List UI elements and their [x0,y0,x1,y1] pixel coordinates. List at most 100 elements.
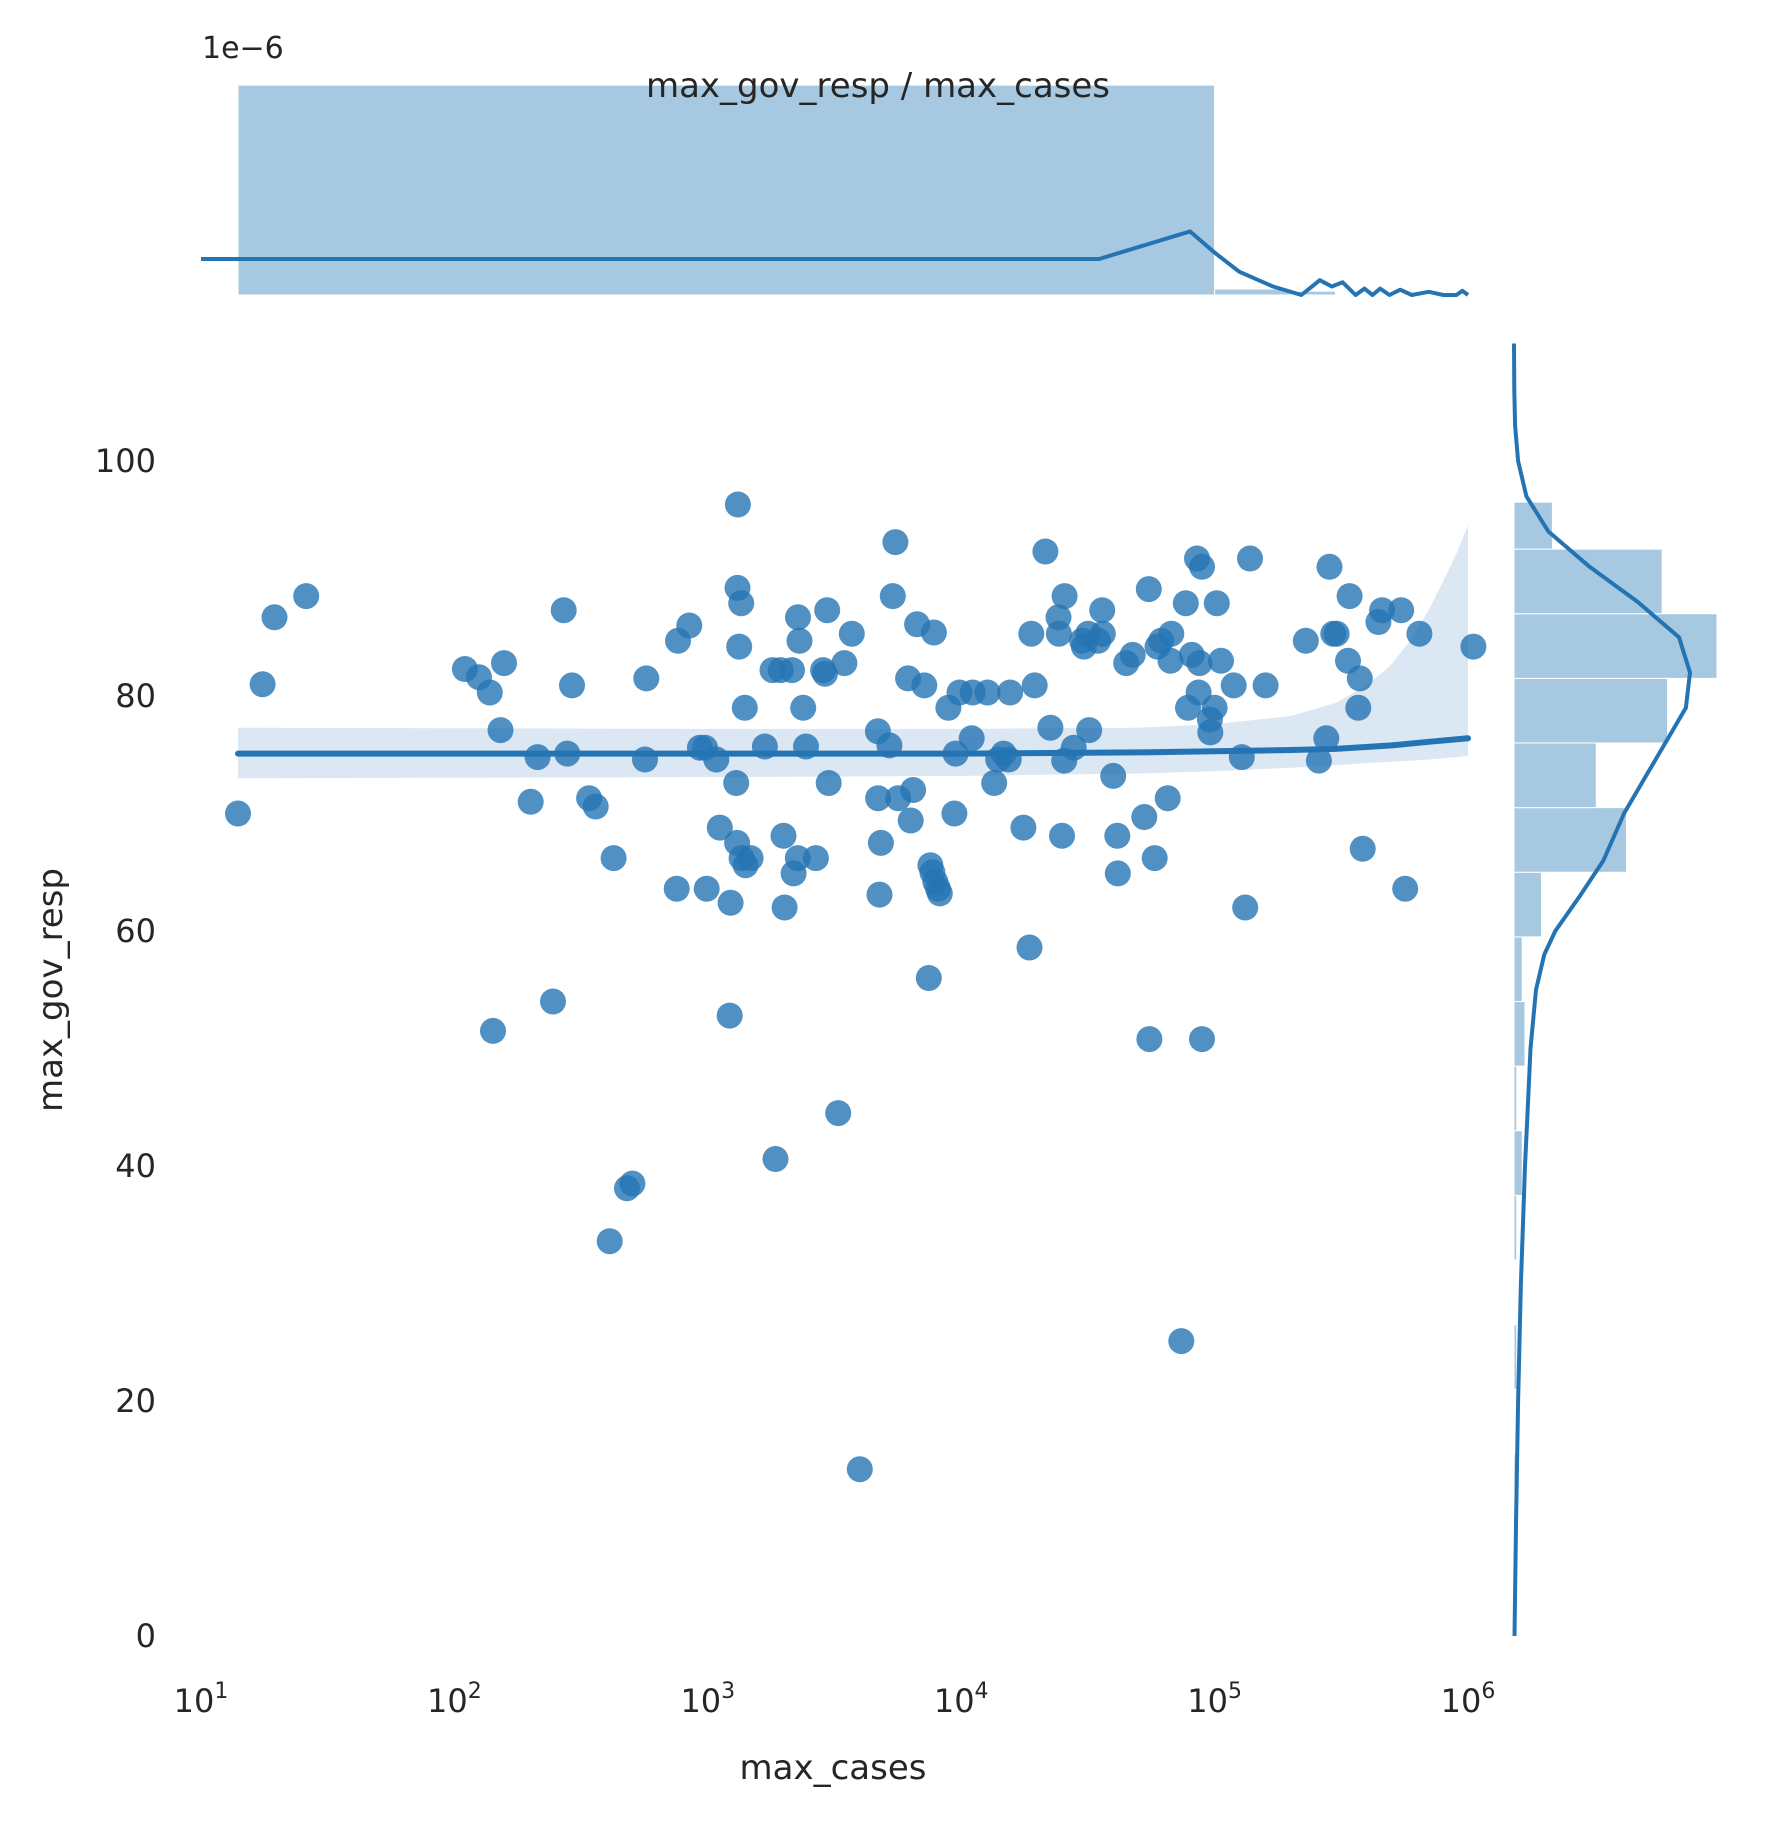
scatter-point [550,597,577,624]
scatter-point [717,889,744,916]
scatter-point [1232,894,1259,921]
scatter-point [1203,590,1230,617]
scatter-point [582,793,609,820]
scatter-point [1345,694,1372,721]
scatter-point [867,829,894,856]
scatter-point [1037,714,1064,741]
scatter-point [790,694,817,721]
marginal-y-panel [1512,343,1718,1637]
scatter-point [703,746,730,773]
scatter-point [1292,627,1319,654]
x-tick-label: 102 [427,1679,482,1720]
x-axis-label: max_cases [740,1748,927,1788]
scatter-point [596,1228,623,1255]
scatter-point [1141,845,1168,872]
scatter-point [293,583,320,610]
scatter-point [911,672,938,699]
scatter-point [1201,694,1228,721]
scatter-point [915,965,942,991]
y-tick-label: 20 [115,1382,156,1420]
scatter-point [1237,545,1263,572]
scatter-point [476,679,503,706]
scatter-point [1021,672,1048,699]
scatter-point [487,717,514,744]
x-axis-ticks: 101 102 103 104 105 106 [174,1679,1496,1720]
scatter-point [1406,620,1433,647]
scatter-point [941,800,968,827]
scatter-point [1049,822,1075,849]
scatter-point [663,875,690,902]
scatter-point [958,725,985,752]
scatter-point [1313,725,1340,752]
scatter-point [1158,620,1185,647]
x-tick-label: 103 [680,1679,735,1720]
x-tick-label: 104 [934,1679,989,1720]
scatter-point [997,679,1024,706]
scatter-points [225,491,1487,1483]
scatter-point [1135,576,1162,603]
scatter-point [831,650,858,677]
scatter-point [1018,620,1045,647]
marginal-x-scale-label: 1e−6 [202,31,284,66]
scatter-point [786,627,813,654]
scatter-point [812,660,838,687]
scatter-point [225,800,251,827]
scatter-point [632,746,658,773]
marginal-y-bar [1513,871,1542,938]
marginal-y-bar [1513,936,1523,1002]
marginal-y-bar [1513,1001,1526,1067]
x-tick-label: 105 [1187,1679,1242,1720]
x-tick-label: 106 [1441,1679,1496,1720]
scatter-point [1104,860,1131,887]
regression-line-path [235,735,1471,757]
scatter-point [1100,762,1127,789]
scatter-point [814,597,841,624]
scatter-point [1392,875,1419,902]
scatter-point [676,612,703,639]
scatter-point [770,822,797,849]
scatter-point [771,894,798,921]
scatter-point [825,1100,852,1127]
scatter-point [815,770,842,796]
scatter-point [1010,814,1037,841]
scatter-point [619,1170,646,1197]
scatter-point [1104,822,1131,849]
scatter-point [1157,647,1184,674]
scatter-point [261,604,288,631]
marginal-x-bar [237,84,1216,296]
marginal-y-bar [1513,1324,1518,1390]
scatter-point [1316,553,1343,580]
scatter-point [633,665,660,692]
scatter-point [1336,583,1363,610]
marginal-y-bar [1513,807,1627,873]
scatter-point [762,1146,789,1172]
scatter-point [559,672,585,699]
scatter-point [1388,597,1415,624]
scatter-point [974,679,1001,706]
scatter-point [1349,835,1376,862]
marginal-y-bar [1513,1194,1518,1261]
scatter-point [1208,647,1234,674]
scatter-point [866,881,893,908]
scatter-point [802,845,829,872]
scatter-point [1460,633,1487,660]
scatter-point [846,1456,873,1483]
marginal-y-kde [1512,343,1692,1637]
scatter-point [706,814,733,841]
scatter-point [726,633,753,660]
scatter-point [1089,597,1116,624]
scatter-point [1076,717,1103,744]
scatter-point [480,1017,506,1044]
y-tick-label: 80 [115,677,156,715]
scatter-point [249,671,276,698]
scatter-point [897,807,924,834]
marginal-x-panel [201,84,1470,297]
marginal-y-bar [1513,613,1718,679]
scatter-point [879,583,906,610]
scatter-point [724,491,751,518]
scatter-point [1189,553,1215,580]
x-tick-label: 101 [174,1679,229,1720]
scatter-point [1045,620,1072,647]
scatter-point [737,845,764,872]
scatter-point [1186,650,1213,677]
